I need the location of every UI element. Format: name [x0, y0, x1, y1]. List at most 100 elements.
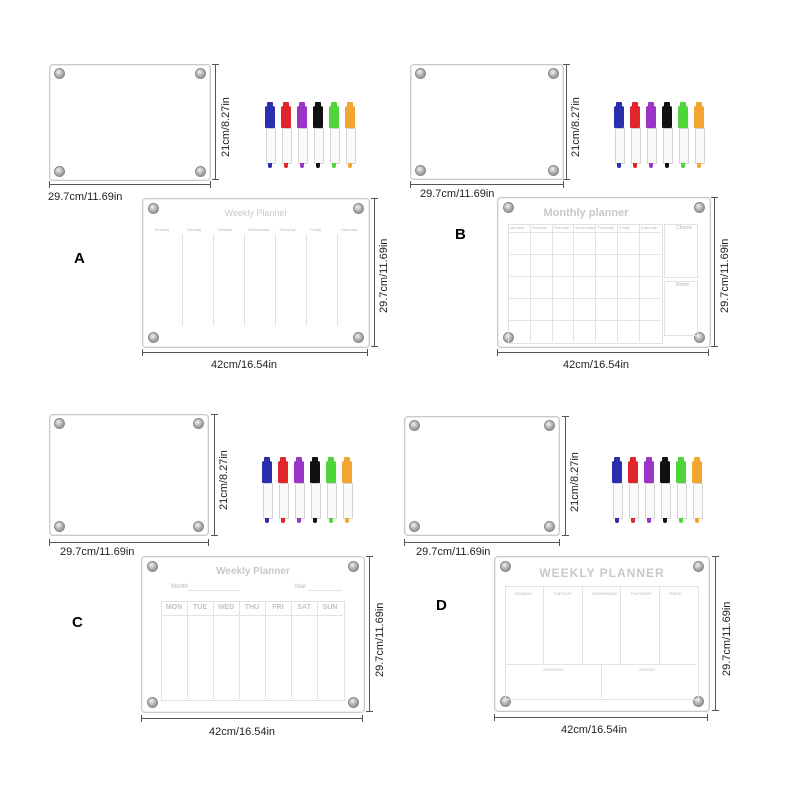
- screw-icon: [693, 561, 704, 572]
- day-divider: [265, 601, 266, 699]
- dimension-line: [142, 349, 368, 356]
- marker-cap: [644, 457, 654, 483]
- dry-erase-marker: [345, 102, 356, 168]
- marker-tip: [348, 163, 352, 168]
- column-header: Friday: [310, 227, 322, 232]
- dry-erase-marker: [646, 102, 657, 168]
- screw-icon: [415, 165, 426, 176]
- screw-icon: [500, 561, 511, 572]
- dimension-line: [562, 416, 569, 536]
- screw-icon: [195, 68, 206, 79]
- marker-cap: [262, 457, 272, 483]
- marker-cap: [614, 102, 624, 128]
- header-line: [161, 615, 343, 616]
- marker-barrel: [295, 483, 305, 519]
- notes-label: Notes: [676, 282, 690, 288]
- dry-erase-marker: [294, 457, 305, 523]
- screw-icon: [694, 202, 705, 213]
- dry-erase-marker: [262, 457, 273, 523]
- weekday-header: Thursday: [597, 225, 614, 230]
- marker-cap: [646, 102, 656, 128]
- dry-erase-marker: [313, 102, 324, 168]
- marker-barrel: [677, 483, 687, 519]
- marker-barrel: [631, 128, 641, 164]
- calendar-divider: [617, 224, 618, 342]
- day-label: MONDAY: [515, 591, 533, 596]
- day-divider: [620, 586, 622, 664]
- day-divider: [187, 601, 188, 699]
- dry-erase-marker: [265, 102, 276, 168]
- marker-cap: [694, 102, 704, 128]
- small-width-label: 29.7cm/11.69in: [420, 188, 495, 200]
- marker-tip: [679, 518, 683, 523]
- calendar-divider: [595, 224, 597, 342]
- column-header: Monday: [155, 227, 170, 232]
- weekly-planner-board: Weekly Planner Monday Tuesday Tuesday Wedne…: [142, 198, 370, 348]
- marker-barrel: [311, 483, 321, 519]
- column-header: Thursday: [279, 227, 296, 232]
- calendar-divider: [638, 224, 640, 342]
- large-width-label: 42cm/16.54in: [211, 359, 278, 371]
- marker-barrel: [695, 128, 705, 164]
- planner-title: WEEKLY PLANNER: [539, 566, 665, 580]
- dimension-line: [49, 181, 211, 188]
- marker-cap: [630, 102, 640, 128]
- year-line: [308, 590, 342, 591]
- day-divider: [317, 601, 318, 699]
- day-divider: [581, 586, 583, 664]
- dimension-line: [711, 197, 718, 347]
- large-width-label: 42cm/16.54in: [561, 724, 628, 736]
- large-width-label: 42cm/16.54in: [209, 726, 276, 738]
- month-label: Month: [171, 584, 188, 590]
- marker-barrel: [343, 483, 353, 519]
- dimension-line: [563, 64, 570, 180]
- weekend-divider: [601, 664, 602, 698]
- dry-erase-marker: [281, 102, 292, 168]
- screw-icon: [353, 203, 364, 214]
- dry-erase-marker: [310, 457, 321, 523]
- dimension-line: [366, 556, 373, 712]
- dry-erase-marker: [678, 102, 689, 168]
- small-width-label: 29.7cm/11.69in: [416, 546, 491, 558]
- screw-icon: [193, 418, 204, 429]
- dry-erase-marker: [662, 102, 673, 168]
- option-letter: A: [74, 250, 85, 267]
- planner-title: Weekly Planner: [224, 208, 288, 218]
- marker-cap: [678, 102, 688, 128]
- marker-tip: [297, 518, 301, 523]
- marker-barrel: [615, 128, 625, 164]
- marker-tip: [663, 518, 667, 523]
- column-divider: [213, 234, 214, 326]
- option-letter: C: [72, 614, 83, 631]
- chores-box: [664, 224, 698, 278]
- marker-barrel: [282, 128, 292, 164]
- screw-icon: [147, 561, 158, 572]
- marker-barrel: [679, 128, 689, 164]
- screw-icon: [54, 418, 65, 429]
- weekend-label: SUNDAY: [639, 667, 656, 672]
- marker-cap: [313, 102, 323, 128]
- day-divider: [658, 586, 660, 664]
- planner-frame: [505, 586, 699, 700]
- marker-tip: [615, 518, 619, 523]
- marker-cap: [329, 102, 339, 128]
- marker-cap: [676, 457, 686, 483]
- screw-icon: [409, 521, 420, 532]
- dimension-line: [410, 181, 564, 188]
- screw-icon: [694, 332, 705, 343]
- marker-barrel: [661, 483, 671, 519]
- marker-barrel: [693, 483, 703, 519]
- large-height-label: 29.7cm/11.69in: [721, 601, 733, 676]
- screw-icon: [548, 68, 559, 79]
- marker-cap: [265, 102, 275, 128]
- large-height-label: 29.7cm/11.69in: [374, 602, 386, 677]
- marker-tip: [265, 518, 269, 523]
- marker-tip: [332, 163, 336, 168]
- day-header: MON: [165, 604, 183, 611]
- dry-erase-marker: [614, 102, 625, 168]
- planner-title: Weekly Planner: [216, 566, 290, 577]
- screw-icon: [348, 561, 359, 572]
- screw-icon: [148, 332, 159, 343]
- weekend-label: SATURDAY: [543, 667, 565, 672]
- weekly-planner-board: WEEKLY PLANNER MONDAY TUESDAY WEDNESDAY THU…: [494, 556, 710, 712]
